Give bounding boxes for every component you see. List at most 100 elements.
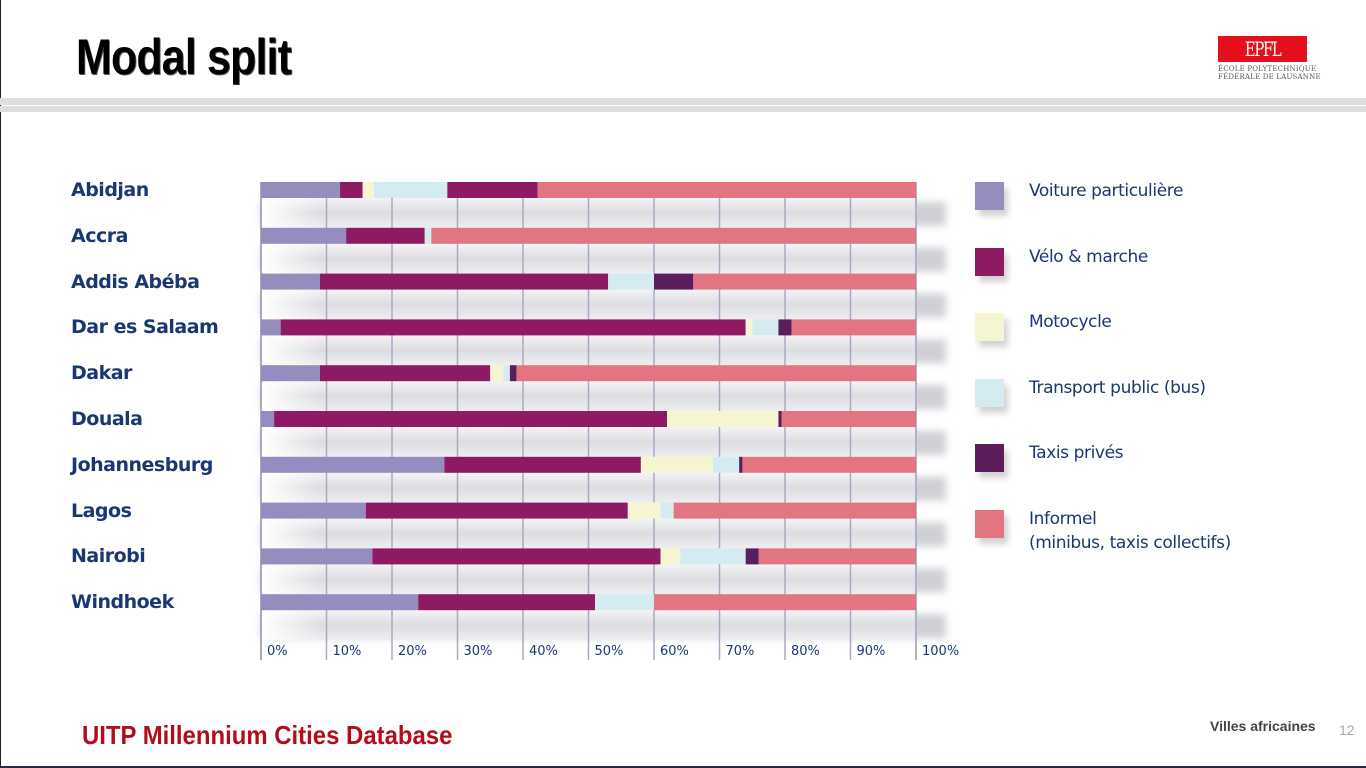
bar-segment [693,273,916,290]
bar-segment [660,548,681,565]
category-label: Johannesburg [71,453,213,476]
bar-segment [373,182,448,198]
bar-segment [654,273,694,290]
bar-segment [745,548,759,565]
bar-segment [340,182,363,198]
x-tick-label: 90% [857,644,886,659]
legend-label: Voiture particulière [1029,179,1183,203]
bar-segment [739,456,743,473]
legend-label: Motocycle [1029,310,1112,334]
x-tick-label: 70% [726,644,755,659]
bar-segment [261,227,347,244]
row-band-fade [261,243,321,274]
page-number: 12 [1339,722,1355,738]
legend-label-line: Taxis privés [1029,443,1124,463]
category-label: Accra [71,224,128,247]
bar-segment [319,273,609,290]
slide-frame-left [0,0,1,768]
category-label: Abidjan [71,179,149,201]
bar-segment [781,411,916,427]
legend-swatch [975,313,1004,341]
legend-swatch [975,182,1004,210]
category-label: Windhoek [71,591,174,614]
legend-label: Vélo & marche [1029,245,1148,269]
header-divider-top [0,98,1366,105]
bar-segment [424,227,432,244]
bar-segment [431,227,916,244]
legend-swatch [975,509,1004,538]
legend-label-line: Transport public (bus) [1029,377,1206,398]
bar-segment [490,365,504,382]
legend-swatch [975,378,1004,407]
bar-segment [444,456,641,473]
bar-segment [274,411,668,427]
bar-segment [365,502,628,519]
legend-swatch [975,444,1004,472]
legend-label-line: Vélo & marche [1029,246,1148,267]
bar-segment [627,502,661,519]
bar-segment [660,502,674,519]
x-tick-label: 30% [464,644,493,659]
row-band-fade [261,472,321,503]
category-label: Addis Abéba [71,270,200,293]
row-band-fade [261,610,321,640]
epfl-logo-mark: EPFL [1218,36,1307,62]
bar-segment [261,273,320,290]
x-tick-label: 40% [529,644,558,659]
legend-label: Transport public (bus) [1029,376,1206,400]
legend-swatch [975,247,1004,276]
bar-segment [261,411,275,427]
row-band-fade [261,518,321,549]
section-label: Villes africaines [1210,718,1316,734]
legend-label-line: (minibus, taxis collectifs) [1029,532,1231,553]
x-tick-label: 80% [791,644,820,659]
category-label: Dakar [71,362,132,385]
bar-segment [680,548,746,565]
bar-segment [372,548,661,565]
x-tick-label: 10% [333,644,362,659]
header-divider-bottom [0,106,1366,112]
bar-segment [778,319,792,336]
bar-segment [537,182,916,198]
epfl-logo-line2: FÉDÉRALE DE LAUSANNE [1218,73,1321,81]
bar-segment [745,319,753,336]
bar-segment [667,411,779,427]
bar-segment [503,365,510,382]
bar-segment [516,365,916,382]
bar-segment [595,594,654,611]
bar-segment [758,548,916,565]
epfl-logo: EPFL ÉCOLE POLYTECHNIQUE FÉDÉRALE DE LAU… [1218,36,1321,81]
bar-segment [673,502,916,519]
bar-segment [261,548,373,565]
x-tick-label: 20% [398,644,427,659]
bar-segment [261,456,445,473]
bar-segment [654,594,916,611]
category-label: Dar es Salaam [71,316,219,339]
row-band-fade [261,335,321,366]
x-tick-label: 100% [922,644,959,659]
x-tick-label: 0% [267,644,288,659]
legend-label: Informel (minibus, taxis collectifs) [1029,507,1231,555]
page-title: Modal split [76,29,292,85]
bar-segment [791,319,916,336]
row-band-fade [261,289,321,320]
bar-segment [261,502,366,519]
bar-segment [742,456,916,473]
bar-segment [778,411,782,427]
bar-segment [608,273,654,290]
legend-label-line: Voiture particulière [1029,181,1184,201]
category-label: Lagos [71,499,132,522]
bar-segment [346,227,425,244]
x-tick-label: 50% [595,644,624,659]
legend-label: Taxis privés [1029,441,1124,465]
legend-label-line: Informel [1029,508,1097,529]
bar-segment [280,319,746,336]
source-citation: UITP Millennium Cities Database [82,720,453,750]
bar-segment [752,319,779,336]
row-band-fade [261,381,321,411]
row-band-fade [261,198,321,228]
row-band-fade [261,427,321,457]
row-band-fade [261,564,321,595]
bar-segment [261,182,341,198]
slide-frame-bottom [0,766,1366,768]
